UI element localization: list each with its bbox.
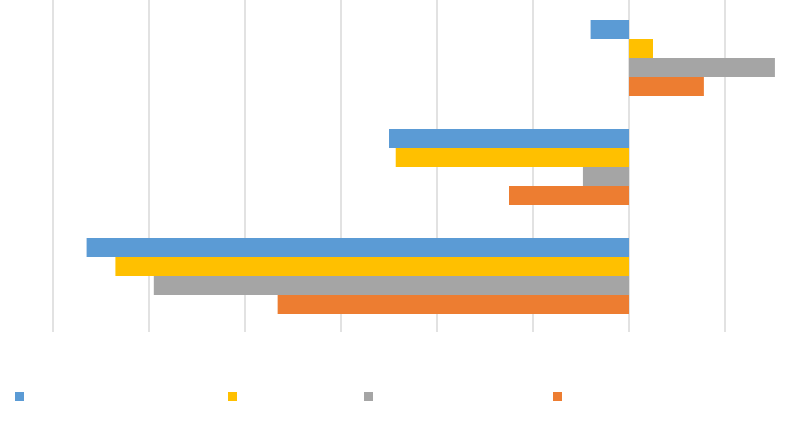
bar-series-3-category-2 (582, 167, 629, 186)
bar-series-4-category-3 (277, 295, 629, 314)
legend-swatch (364, 392, 373, 401)
legend-item-2 (228, 392, 237, 401)
bar-series-4-category-1 (629, 77, 704, 96)
legend-swatch (15, 392, 24, 401)
bar-series-3-category-1 (629, 58, 775, 77)
bar-series-2-category-2 (395, 148, 629, 167)
legend-swatch (553, 392, 562, 401)
legend-item-4 (553, 392, 562, 401)
bar-series-2-category-1 (629, 39, 653, 58)
bar-series-1-category-3 (86, 238, 630, 257)
bar-series-1-category-1 (590, 20, 629, 39)
bar-series-4-category-2 (509, 186, 629, 205)
bar-series-3-category-3 (153, 276, 630, 295)
bars (86, 20, 775, 314)
legend (0, 392, 792, 410)
bar-series-2-category-3 (115, 257, 629, 276)
bar-series-1-category-2 (389, 129, 629, 148)
legend-swatch (228, 392, 237, 401)
legend-item-3 (364, 392, 373, 401)
legend-item-1 (15, 392, 24, 401)
